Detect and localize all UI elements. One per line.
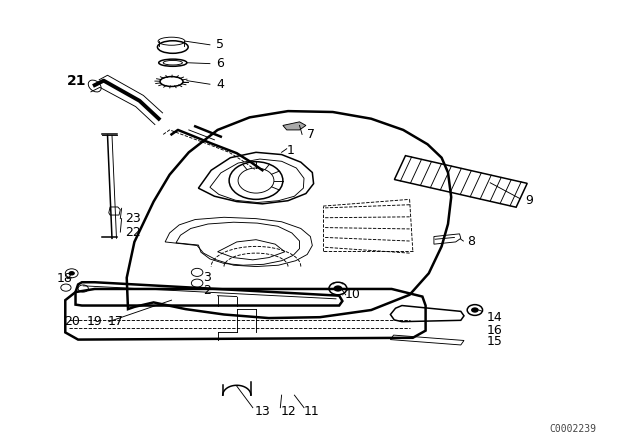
Text: 10: 10 bbox=[344, 288, 360, 302]
Text: 22: 22 bbox=[125, 225, 141, 239]
Text: 17: 17 bbox=[108, 315, 124, 328]
Text: 15: 15 bbox=[486, 335, 502, 348]
Text: 20: 20 bbox=[64, 315, 80, 328]
Text: 8: 8 bbox=[467, 234, 475, 248]
Text: 6: 6 bbox=[216, 57, 224, 70]
Text: 13: 13 bbox=[255, 405, 271, 418]
Circle shape bbox=[333, 285, 342, 292]
Text: 9: 9 bbox=[525, 194, 532, 207]
Text: 3: 3 bbox=[204, 271, 211, 284]
Text: 14: 14 bbox=[486, 310, 502, 324]
Text: 21: 21 bbox=[67, 73, 86, 88]
Text: 12: 12 bbox=[280, 405, 296, 418]
Text: 1: 1 bbox=[287, 143, 294, 157]
Circle shape bbox=[68, 271, 75, 276]
Text: 2: 2 bbox=[204, 284, 211, 297]
Text: 11: 11 bbox=[304, 405, 320, 418]
Polygon shape bbox=[283, 122, 306, 130]
Text: C0002239: C0002239 bbox=[549, 424, 596, 434]
Circle shape bbox=[471, 307, 479, 313]
Text: 4: 4 bbox=[216, 78, 224, 91]
Text: 18: 18 bbox=[56, 272, 72, 285]
Text: 16: 16 bbox=[486, 324, 502, 337]
Text: 19: 19 bbox=[86, 315, 102, 328]
Text: 23: 23 bbox=[125, 212, 141, 225]
Text: 5: 5 bbox=[216, 38, 225, 52]
Text: 7: 7 bbox=[307, 128, 315, 141]
